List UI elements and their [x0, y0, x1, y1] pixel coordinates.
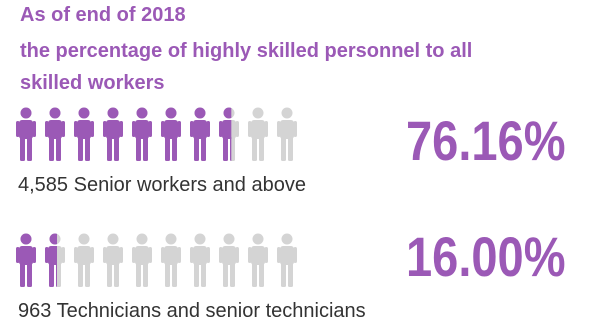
chart-title-line-3: skilled workers — [20, 72, 165, 94]
person-icon — [219, 107, 239, 161]
person-icon — [248, 107, 268, 161]
person-icon — [248, 233, 268, 287]
person-icon — [277, 233, 297, 287]
person-icon — [45, 107, 65, 161]
person-icon — [277, 107, 297, 161]
caption-technicians: 963 Technicians and senior technicians — [18, 300, 366, 322]
caption-senior-workers: 4,585 Senior workers and above — [18, 174, 306, 196]
person-icon — [16, 107, 36, 161]
pictogram-senior-workers — [16, 107, 297, 161]
percentage-technicians: 16.00% — [406, 225, 566, 288]
person-icon — [161, 233, 181, 287]
person-icon — [190, 107, 210, 161]
person-icon — [132, 233, 152, 287]
chart-title-line-2: the percentage of highly skilled personn… — [20, 40, 473, 62]
pictogram-technicians — [16, 233, 297, 287]
person-icon — [16, 233, 36, 287]
person-icon — [103, 107, 123, 161]
person-icon — [190, 233, 210, 287]
person-icon — [132, 107, 152, 161]
person-icon — [103, 233, 123, 287]
person-icon — [45, 233, 65, 287]
person-icon — [161, 107, 181, 161]
person-icon — [219, 233, 239, 287]
percentage-senior-workers: 76.16% — [406, 109, 566, 172]
person-icon — [74, 233, 94, 287]
chart-title-line-1: As of end of 2018 — [20, 4, 186, 26]
person-icon — [74, 107, 94, 161]
